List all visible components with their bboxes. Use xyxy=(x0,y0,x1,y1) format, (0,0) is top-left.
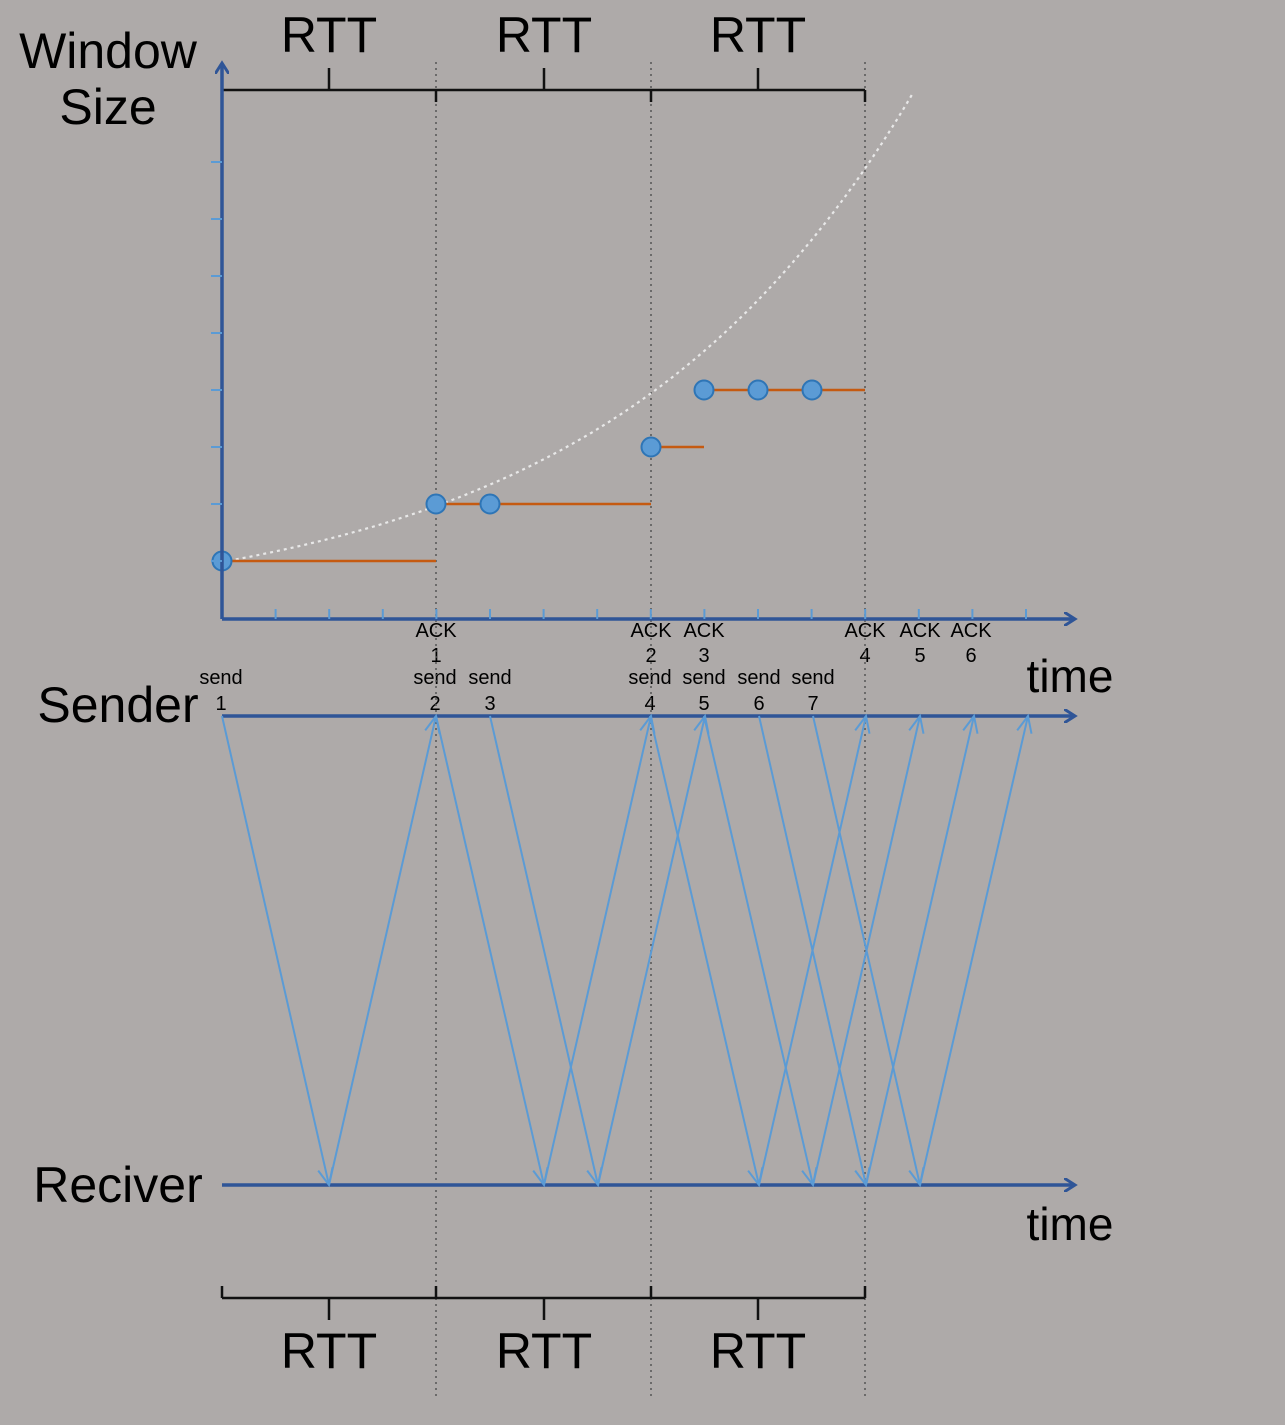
sender-label: Sender xyxy=(37,677,198,733)
ack-arrow-head xyxy=(908,713,925,734)
send-label-number: 2 xyxy=(429,693,440,715)
ack-arrow xyxy=(919,715,1029,1186)
ack-label-word: ACK xyxy=(844,620,886,642)
ack-label-word: ACK xyxy=(950,620,992,642)
diagram-geometry xyxy=(211,62,1074,1398)
send-arrow xyxy=(649,715,760,1186)
ack-arrow xyxy=(597,715,706,1186)
send-label-word: send xyxy=(199,667,242,689)
ack-arrow-head xyxy=(1016,713,1033,734)
time-label-bottom: time xyxy=(1027,1198,1114,1250)
ack-label-word: ACK xyxy=(899,620,941,642)
window-size-label-line1: Window xyxy=(19,23,198,79)
send-label-number: 3 xyxy=(484,693,495,715)
window-size-point xyxy=(479,493,501,515)
send-label-word: send xyxy=(791,667,834,689)
send-label-number: 6 xyxy=(753,693,764,715)
send-label-number: 1 xyxy=(215,693,226,715)
window-size-point xyxy=(747,379,769,401)
send-label-word: send xyxy=(737,667,780,689)
rtt-label-top: RTT xyxy=(281,7,377,63)
ack-arrow-head xyxy=(639,713,656,734)
ack-arrow xyxy=(865,715,975,1186)
send-label-word: send xyxy=(468,667,511,689)
send-arrow xyxy=(489,715,599,1186)
ack-label-word: ACK xyxy=(683,620,725,642)
window-size-point xyxy=(801,379,823,401)
ack-label-number: 6 xyxy=(965,645,976,667)
ack-arrow xyxy=(543,715,652,1186)
ack-arrow xyxy=(758,715,867,1186)
window-size-point xyxy=(693,379,715,401)
ack-arrow-head xyxy=(962,713,979,734)
send-arrow xyxy=(703,715,814,1186)
rtt-labels-bottom: RTT RTT RTT xyxy=(281,1323,806,1379)
send-labels: send 1 send 2 send 3 send 4 send 5 send … xyxy=(199,667,834,715)
window-size-label-line2: Size xyxy=(59,79,156,135)
rtt-label-top: RTT xyxy=(710,7,806,63)
window-size-point xyxy=(640,436,662,458)
send-label-word: send xyxy=(413,667,456,689)
ack-arrow-head xyxy=(693,713,710,734)
ack-label-word: ACK xyxy=(415,620,457,642)
ack-labels: ACK 1 ACK 2 ACK 3 ACK 4 ACK 5 ACK 6 xyxy=(415,620,992,667)
rtt-labels-top: RTT RTT RTT xyxy=(281,7,806,63)
rtt-label-top: RTT xyxy=(496,7,592,63)
ack-arrow xyxy=(812,715,921,1186)
receiver-label: Reciver xyxy=(33,1157,202,1213)
ack-label-number: 3 xyxy=(698,645,709,667)
window-size-point xyxy=(425,493,447,515)
send-label-number: 4 xyxy=(644,693,655,715)
send-arrow xyxy=(435,715,545,1186)
ack-arrow xyxy=(328,715,437,1186)
exponential-trend-curve xyxy=(221,94,913,564)
send-arrow xyxy=(221,715,330,1186)
rtt-label-bottom: RTT xyxy=(281,1323,377,1379)
send-label-word: send xyxy=(682,667,725,689)
ack-label-number: 5 xyxy=(914,645,925,667)
ack-label-word: ACK xyxy=(630,620,672,642)
send-label-number: 5 xyxy=(698,693,709,715)
time-label-top: time xyxy=(1027,650,1114,702)
send-label-word: send xyxy=(628,667,671,689)
ack-arrow-head xyxy=(854,713,871,734)
ack-arrow-head xyxy=(424,713,441,734)
rtt-label-bottom: RTT xyxy=(496,1323,592,1379)
rtt-label-bottom: RTT xyxy=(710,1323,806,1379)
send-label-number: 7 xyxy=(807,693,818,715)
